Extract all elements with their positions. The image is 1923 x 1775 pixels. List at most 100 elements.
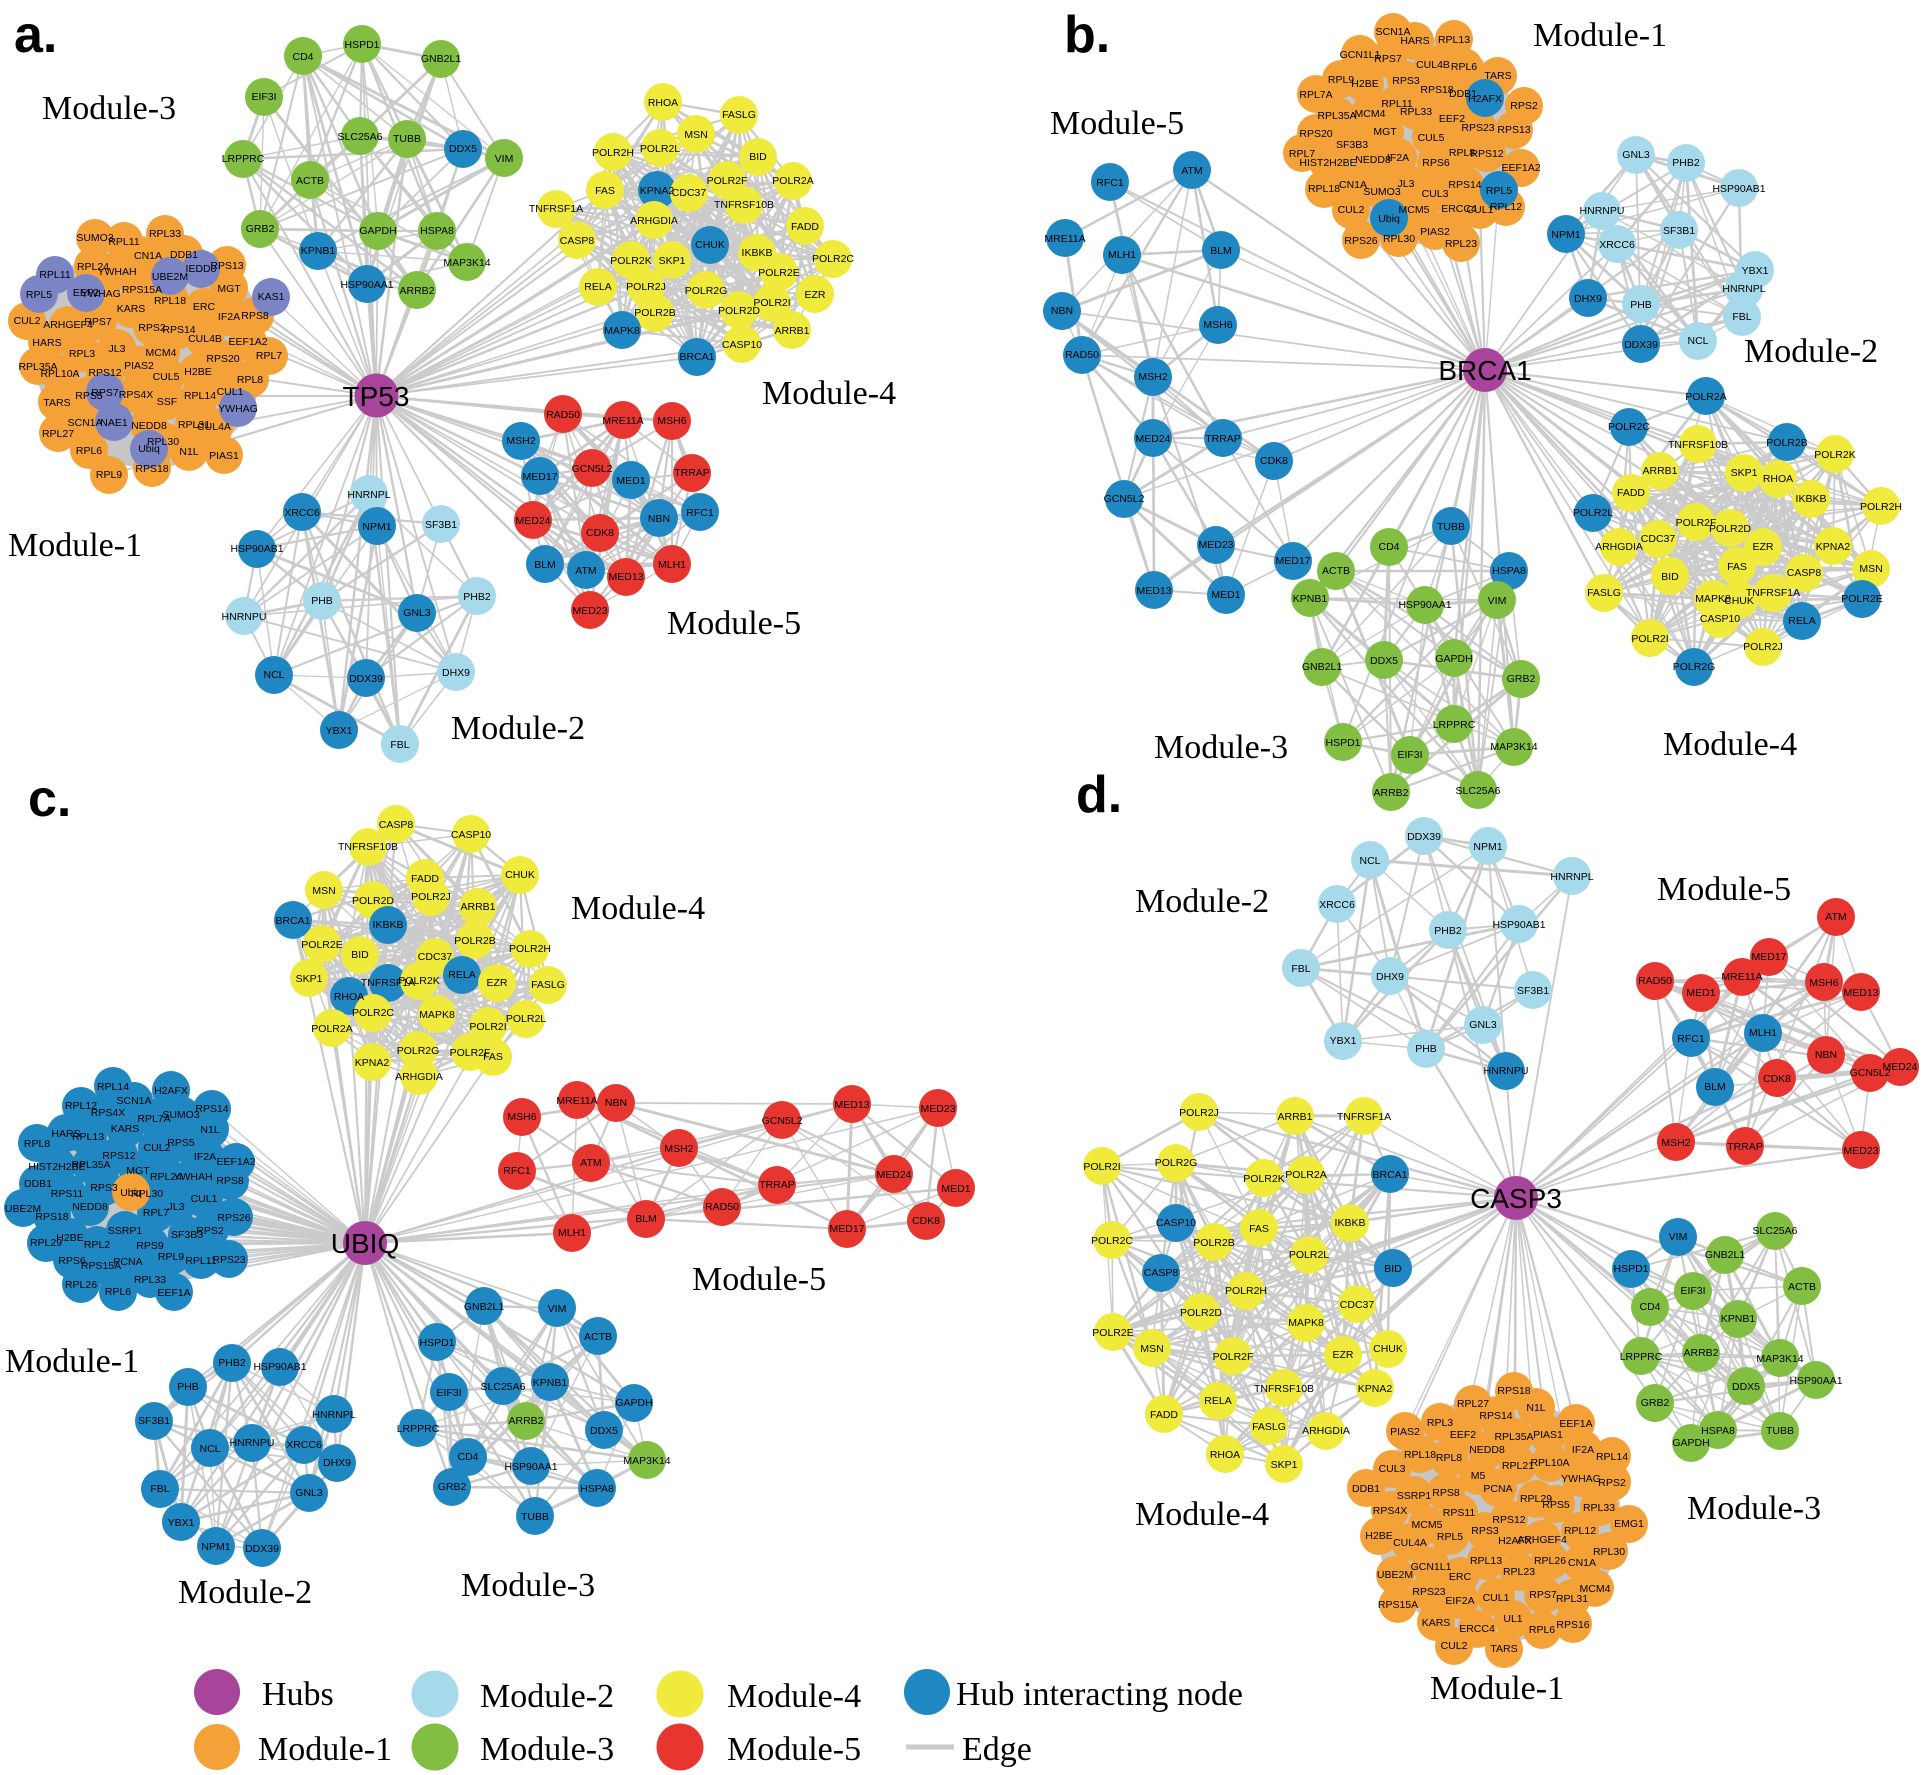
svg-text:HSP90AB1: HSP90AB1 [1712,183,1765,195]
svg-text:Hub interacting node: Hub interacting node [956,1676,1243,1713]
svg-text:HSPA8: HSPA8 [420,225,454,237]
svg-text:Module-2: Module-2 [480,1678,614,1715]
svg-text:MSH6: MSH6 [507,1111,536,1123]
svg-text:GCN5L2: GCN5L2 [762,1115,803,1127]
svg-text:ARRB1: ARRB1 [774,325,809,337]
svg-text:MED17: MED17 [829,1223,864,1235]
svg-text:MAP3K14: MAP3K14 [1756,1353,1803,1365]
svg-text:TRRAP: TRRAP [674,467,710,479]
svg-text:ARRB2: ARRB2 [1373,787,1408,799]
svg-text:POLR2G: POLR2G [397,1045,440,1057]
svg-text:YWHAH: YWHAH [173,1171,212,1183]
svg-text:YWHAH: YWHAH [97,266,136,278]
svg-text:POLR2K: POLR2K [398,975,439,987]
svg-text:MED13: MED13 [1843,987,1878,999]
svg-text:POLR2J: POLR2J [1179,1107,1219,1119]
svg-text:MED17: MED17 [522,471,557,483]
svg-text:Module-4: Module-4 [1663,726,1797,763]
svg-text:RPS6: RPS6 [58,1255,86,1267]
svg-text:M5: M5 [1471,1470,1486,1482]
svg-text:ARRB2: ARRB2 [508,1415,543,1427]
svg-text:RAD50: RAD50 [1065,349,1099,361]
svg-text:RPL9: RPL9 [1328,74,1354,86]
svg-text:FADD: FADD [411,873,439,885]
svg-text:CUL5: CUL5 [1418,132,1445,144]
svg-text:POLR2I: POLR2I [1083,1161,1120,1173]
svg-text:RPL3: RPL3 [1427,1417,1453,1429]
svg-text:RPL21: RPL21 [1502,1460,1534,1472]
svg-text:KPNB1: KPNB1 [533,1377,568,1389]
svg-text:POLR2L: POLR2L [640,143,680,155]
svg-text:RAD50: RAD50 [546,409,580,421]
svg-text:RPL35A: RPL35A [71,1159,110,1171]
svg-text:CUL3: CUL3 [1422,188,1449,200]
svg-text:YBX1: YBX1 [1742,265,1769,277]
svg-text:POLR2D: POLR2D [352,895,394,907]
svg-text:Ubiq: Ubiq [138,443,160,455]
svg-text:RFC1: RFC1 [1677,1033,1705,1045]
svg-text:ARRB1: ARRB1 [1277,1111,1312,1123]
svg-text:RPS14: RPS14 [1448,179,1481,191]
svg-text:CD4: CD4 [457,1451,478,1463]
svg-text:TARS: TARS [43,397,70,409]
svg-text:CHUK: CHUK [1373,1343,1403,1355]
svg-text:DDX5: DDX5 [1732,1381,1760,1393]
svg-text:Module-2: Module-2 [178,1574,312,1611]
svg-text:RPL8: RPL8 [1449,147,1475,159]
svg-text:ACTB: ACTB [584,1331,612,1343]
svg-text:ACTB: ACTB [1788,1281,1816,1293]
svg-text:CDC37: CDC37 [672,187,707,199]
svg-text:TARS: TARS [1484,70,1511,82]
svg-text:HSP90AA1: HSP90AA1 [504,1461,557,1473]
svg-text:KARS: KARS [117,303,146,315]
svg-text:TRRAP: TRRAP [1205,433,1241,445]
svg-text:TUBB: TUBB [1437,521,1465,533]
svg-text:d.: d. [1076,766,1122,824]
svg-text:GRB2: GRB2 [1507,673,1536,685]
svg-text:RPS14: RPS14 [1479,1410,1512,1422]
svg-text:POLR2H: POLR2H [592,147,634,159]
svg-text:MCM4: MCM4 [1355,108,1386,120]
svg-text:MLH1: MLH1 [1108,249,1136,261]
svg-text:RPS12: RPS12 [88,367,121,379]
svg-text:CUL2: CUL2 [1338,204,1365,216]
svg-text:RPS20: RPS20 [206,353,239,365]
svg-text:CD4: CD4 [292,51,313,63]
svg-text:MED1: MED1 [941,1183,970,1195]
svg-text:Module-1: Module-1 [8,527,142,564]
svg-text:HSPD1: HSPD1 [1325,737,1360,749]
svg-text:MLH1: MLH1 [1749,1027,1777,1039]
svg-text:HSPA8: HSPA8 [1492,565,1526,577]
svg-text:UBE2M: UBE2M [5,1203,41,1215]
svg-text:RPL30: RPL30 [1593,1546,1625,1558]
svg-text:JL3: JL3 [168,1201,185,1213]
svg-text:RPS15A: RPS15A [81,1260,121,1272]
svg-text:RPL10A: RPL10A [40,368,79,380]
svg-text:BID: BID [1661,571,1679,583]
svg-text:RPS20: RPS20 [1299,128,1332,140]
svg-text:GNL3: GNL3 [403,607,431,619]
svg-text:TP53: TP53 [343,381,410,412]
svg-text:H2AFX: H2AFX [154,1085,188,1097]
svg-text:POLR2H: POLR2H [1860,501,1902,513]
svg-text:RPS14: RPS14 [195,1103,228,1115]
svg-text:Module-5: Module-5 [727,1731,861,1768]
svg-text:MSH6: MSH6 [657,415,686,427]
svg-text:MED23: MED23 [572,605,607,617]
svg-text:POLR2G: POLR2G [1155,1157,1198,1169]
svg-text:PHB2: PHB2 [218,1357,246,1369]
svg-text:RHOA: RHOA [648,97,678,109]
svg-text:DDX39: DDX39 [245,1543,279,1555]
svg-text:CUL2: CUL2 [1441,1640,1468,1652]
svg-text:RPL14: RPL14 [184,390,216,402]
svg-text:POLR2G: POLR2G [685,285,728,297]
svg-text:IF2A: IF2A [194,1151,216,1163]
svg-text:Module-4: Module-4 [571,890,705,927]
svg-text:NPM1: NPM1 [362,521,391,533]
svg-text:HNRNPL: HNRNPL [1550,871,1593,883]
svg-text:IF2A: IF2A [1572,1444,1594,1456]
svg-text:RPS7: RPS7 [84,316,112,328]
svg-text:RPL29: RPL29 [30,1237,62,1249]
svg-text:POLR2J: POLR2J [411,891,451,903]
svg-text:TNFRSF1A: TNFRSF1A [361,977,415,989]
